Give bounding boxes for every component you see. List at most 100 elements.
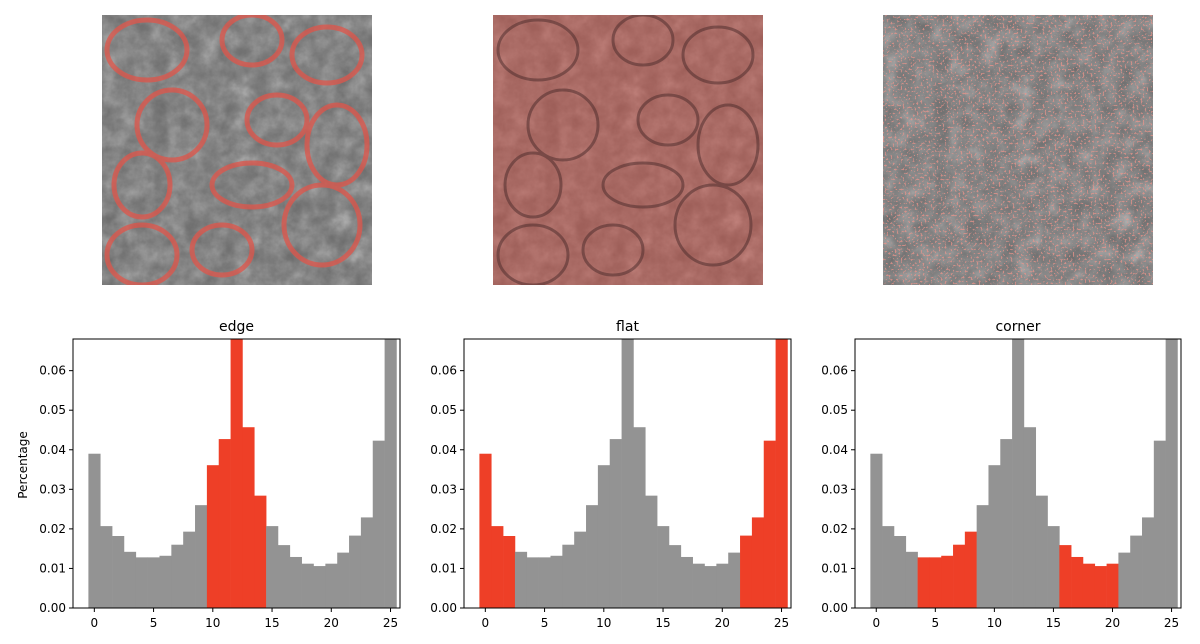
histogram-bar bbox=[1071, 556, 1084, 608]
histogram-bar bbox=[230, 339, 243, 608]
histogram-bar bbox=[171, 544, 184, 608]
histogram-bar bbox=[195, 505, 208, 608]
x-tick-label: 5 bbox=[150, 616, 158, 630]
y-tick-label: 0.00 bbox=[430, 601, 457, 615]
histogram-bar bbox=[763, 440, 776, 608]
y-tick-label: 0.04 bbox=[430, 443, 457, 457]
histogram-bar bbox=[206, 465, 220, 608]
histogram-bar bbox=[692, 563, 705, 608]
histogram-bar bbox=[964, 531, 977, 608]
histogram-bar bbox=[988, 465, 1001, 608]
histogram-bar bbox=[183, 531, 196, 608]
histogram-bar bbox=[112, 536, 125, 608]
histogram-bar bbox=[1130, 535, 1143, 608]
x-tick-label: 0 bbox=[91, 616, 99, 630]
histogram-bar bbox=[254, 495, 267, 608]
y-tick-label: 0.04 bbox=[821, 443, 848, 457]
y-tick-label: 0.05 bbox=[39, 403, 66, 417]
y-tick-label: 0.01 bbox=[430, 561, 457, 575]
histogram-bar bbox=[135, 557, 148, 608]
histogram-bar bbox=[123, 551, 137, 608]
histogram-bar bbox=[633, 427, 646, 608]
histogram-bar bbox=[1023, 427, 1037, 608]
histogram-bar bbox=[882, 526, 895, 608]
x-tick-label: 25 bbox=[1164, 616, 1179, 630]
histogram-bar bbox=[728, 552, 741, 608]
y-tick-label: 0.03 bbox=[430, 482, 457, 496]
histogram-bar bbox=[313, 566, 326, 608]
y-tick-label: 0.02 bbox=[39, 522, 66, 536]
y-tick-label: 0.05 bbox=[821, 403, 848, 417]
histogram-bar bbox=[491, 526, 504, 608]
flat-overlay-image bbox=[493, 15, 763, 285]
histogram-bar bbox=[586, 505, 599, 608]
x-tick-label: 15 bbox=[264, 616, 279, 630]
histogram-bar bbox=[1094, 566, 1107, 608]
histogram-bar bbox=[1047, 526, 1060, 608]
y-tick-label: 0.03 bbox=[39, 482, 66, 496]
axes-frame bbox=[854, 338, 1182, 609]
y-tick-label: 0.06 bbox=[430, 364, 457, 378]
histogram-bar bbox=[1142, 517, 1155, 608]
histogram-bar bbox=[574, 531, 587, 608]
histogram-bar bbox=[1000, 439, 1013, 608]
histogram-bar bbox=[538, 557, 551, 608]
x-tick-label: 15 bbox=[655, 616, 670, 630]
histogram-bar bbox=[870, 453, 883, 608]
histogram-bar bbox=[680, 556, 693, 608]
chart-title-edge: edge bbox=[219, 319, 254, 335]
y-tick-label: 0.00 bbox=[821, 601, 848, 615]
histogram-bar bbox=[645, 495, 658, 608]
edge-histogram: edge 0.00 0.01 0.02 0.03 0.04 0.05 0.06 0 5 10 15 2… bbox=[39, 319, 401, 630]
histogram-bar bbox=[289, 556, 302, 608]
y-tick-label: 0.03 bbox=[821, 482, 848, 496]
x-tick-label: 20 bbox=[1105, 616, 1120, 630]
x-tick-label: 15 bbox=[1046, 616, 1061, 630]
y-tick-label: 0.01 bbox=[821, 561, 848, 575]
histogram-bar bbox=[775, 339, 788, 608]
histogram-bar bbox=[1118, 552, 1131, 608]
histogram-bar bbox=[905, 551, 918, 608]
histogram-bar bbox=[266, 526, 279, 608]
histogram-bar bbox=[372, 440, 385, 608]
histogram-bar bbox=[301, 563, 314, 608]
histogram-bar bbox=[325, 563, 338, 608]
axes-frame bbox=[463, 338, 792, 609]
x-tick-label: 20 bbox=[715, 616, 730, 630]
histogram-bar bbox=[337, 552, 350, 608]
y-tick-label: 0.00 bbox=[39, 601, 66, 615]
edge-overlay-image bbox=[102, 15, 372, 285]
histogram-bar bbox=[893, 536, 907, 608]
corner-overlay-image bbox=[883, 15, 1153, 285]
x-tick-label: 5 bbox=[931, 616, 939, 630]
histogram-bar bbox=[218, 439, 231, 608]
histogram-bar bbox=[657, 526, 670, 608]
histogram-bar bbox=[147, 557, 160, 608]
x-tick-label: 10 bbox=[596, 616, 611, 630]
histogram-bar bbox=[360, 517, 374, 608]
histogram-bar bbox=[917, 557, 930, 608]
histogram-bar bbox=[159, 555, 172, 608]
y-tick-label: 0.02 bbox=[430, 522, 457, 536]
histogram-bar bbox=[751, 517, 765, 608]
histograms: Percentage edge 0.00 0.01 0.02 0.03 0.04 0.05… bbox=[16, 319, 1182, 630]
histogram-bar bbox=[503, 536, 516, 608]
histogram-bar bbox=[1012, 339, 1025, 608]
histogram-bar bbox=[100, 526, 113, 608]
histogram-bar bbox=[1153, 440, 1166, 608]
y-tick-label: 0.04 bbox=[39, 443, 66, 457]
chart-title-corner: corner bbox=[995, 319, 1040, 335]
x-tick-label: 10 bbox=[987, 616, 1002, 630]
histogram-bar bbox=[526, 557, 539, 608]
histogram-bar bbox=[704, 566, 717, 608]
x-tick-label: 5 bbox=[541, 616, 549, 630]
chart-title-flat: flat bbox=[616, 319, 639, 335]
histogram-bar bbox=[976, 505, 989, 608]
histogram-bar bbox=[609, 439, 622, 608]
x-tick-label: 25 bbox=[774, 616, 789, 630]
corner-histogram: corner 0.00 0.01 0.02 0.03 0.04 0.05 0.06 0 5 10 1… bbox=[821, 319, 1182, 630]
histogram-bar bbox=[929, 557, 942, 608]
histogram-bar bbox=[1082, 563, 1096, 608]
histogram-bar bbox=[1165, 339, 1178, 608]
histogram-bar bbox=[597, 465, 611, 608]
